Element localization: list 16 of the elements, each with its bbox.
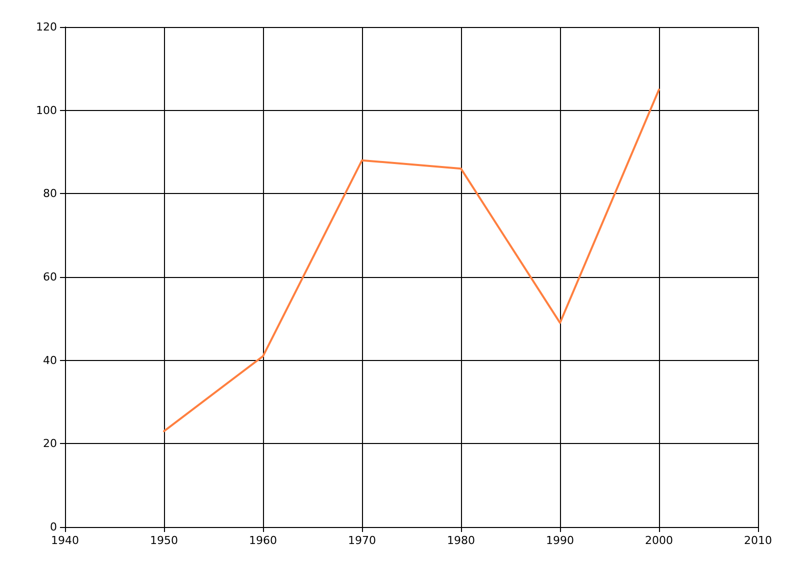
y-tick-label: 100 [36,104,57,117]
x-tick-label: 2000 [645,534,673,547]
y-tick-label: 0 [50,520,57,534]
line-series [163,88,660,432]
y-tick-label: 60 [43,270,57,284]
y-tick-label: 80 [43,187,57,200]
x-tick-label: 1990 [546,534,574,547]
x-tick-label: 2010 [744,534,772,547]
x-tick-label: 1980 [447,534,475,547]
x-tick-label: 1950 [150,534,178,547]
y-tick-label: 120 [36,20,57,34]
x-tick-label: 1970 [348,534,376,547]
x-tick-label: 1940 [51,534,79,547]
x-tick-label: 1960 [249,534,277,547]
y-tick-label: 40 [43,354,57,367]
y-tick-label: 20 [43,437,57,450]
